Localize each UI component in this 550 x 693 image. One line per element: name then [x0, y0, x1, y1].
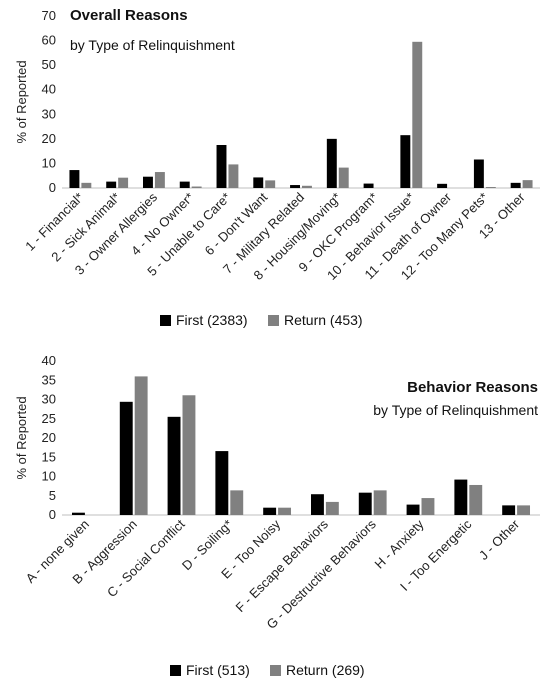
bar-return: [522, 180, 533, 188]
legend-label: Return (453): [284, 312, 363, 328]
legend-swatch: [170, 665, 181, 676]
y-tick-label: 40: [42, 353, 56, 368]
legend-swatch: [160, 315, 171, 326]
bar-return: [412, 41, 423, 188]
y-tick-label: 0: [49, 180, 56, 195]
bar-return: [302, 185, 312, 188]
bar-return: [228, 164, 239, 188]
bar-return: [485, 187, 496, 188]
bar-first: [167, 416, 181, 515]
y-tick-label: 30: [42, 392, 56, 407]
y-tick-label: 5: [49, 488, 56, 503]
y-tick-label: 50: [42, 57, 56, 72]
y-tick-label: 35: [42, 372, 56, 387]
y-tick-label: 70: [42, 8, 56, 23]
legend-swatch: [270, 665, 281, 676]
y-tick-label: 20: [42, 131, 56, 146]
bar-first: [179, 181, 190, 188]
legend-label: First (2383): [176, 312, 248, 328]
bar-return: [278, 507, 292, 515]
bar-return: [191, 186, 202, 188]
chart-title: Overall Reasons: [70, 7, 188, 24]
bar-first: [358, 492, 372, 515]
y-tick-label: 10: [42, 469, 56, 484]
y-tick-label: 30: [42, 106, 56, 121]
y-tick-label: 20: [42, 430, 56, 445]
bar-return: [469, 484, 483, 515]
y-tick-label: 40: [42, 82, 56, 97]
bar-first: [400, 135, 411, 188]
bar-first: [454, 479, 468, 515]
chart-subtitle: by Type of Relinquishment: [70, 37, 235, 53]
y-tick-label: 0: [49, 507, 56, 522]
chart-subtitle: by Type of Relinquishment: [373, 402, 538, 418]
bar-return: [154, 172, 165, 188]
bar-return: [338, 167, 349, 188]
bar-return: [230, 490, 244, 515]
y-tick-label: 10: [42, 155, 56, 170]
bar-return: [182, 395, 196, 515]
bar-first: [119, 401, 133, 515]
bar-return: [373, 490, 387, 515]
y-axis-label: % of Reported: [14, 396, 29, 479]
bar-return: [118, 177, 129, 188]
chart-title: Behavior Reasons: [407, 379, 538, 396]
bar-first: [69, 170, 80, 188]
bar-first: [510, 182, 521, 188]
legend-swatch: [268, 315, 279, 326]
legend-label: First (513): [186, 662, 250, 678]
bar-first: [502, 505, 516, 515]
y-tick-label: 25: [42, 411, 56, 426]
bar-first: [263, 507, 277, 515]
bar-first: [216, 145, 227, 188]
bar-first: [437, 183, 448, 188]
bar-first: [71, 512, 85, 515]
bar-first: [310, 494, 324, 515]
bar-first: [406, 504, 420, 515]
bar-return: [325, 501, 339, 515]
bar-first: [106, 181, 117, 188]
category-label: J - Other: [476, 516, 523, 563]
bar-return: [421, 498, 435, 515]
bar-return: [81, 182, 92, 188]
y-axis-label: % of Reported: [14, 60, 29, 143]
bar-first: [326, 138, 337, 188]
bar-return: [265, 180, 276, 188]
bar-first: [253, 177, 264, 188]
bar-first: [290, 185, 300, 188]
bar-first: [473, 159, 484, 188]
y-tick-label: 15: [42, 449, 56, 464]
bar-first: [142, 176, 153, 188]
legend-label: Return (269): [286, 662, 365, 678]
bar-first: [215, 451, 229, 515]
bar-return: [517, 505, 531, 515]
category-label: F - Escape Behaviors: [233, 516, 332, 615]
y-tick-label: 60: [42, 33, 56, 48]
bar-return: [134, 376, 148, 515]
bar-first: [363, 183, 374, 188]
